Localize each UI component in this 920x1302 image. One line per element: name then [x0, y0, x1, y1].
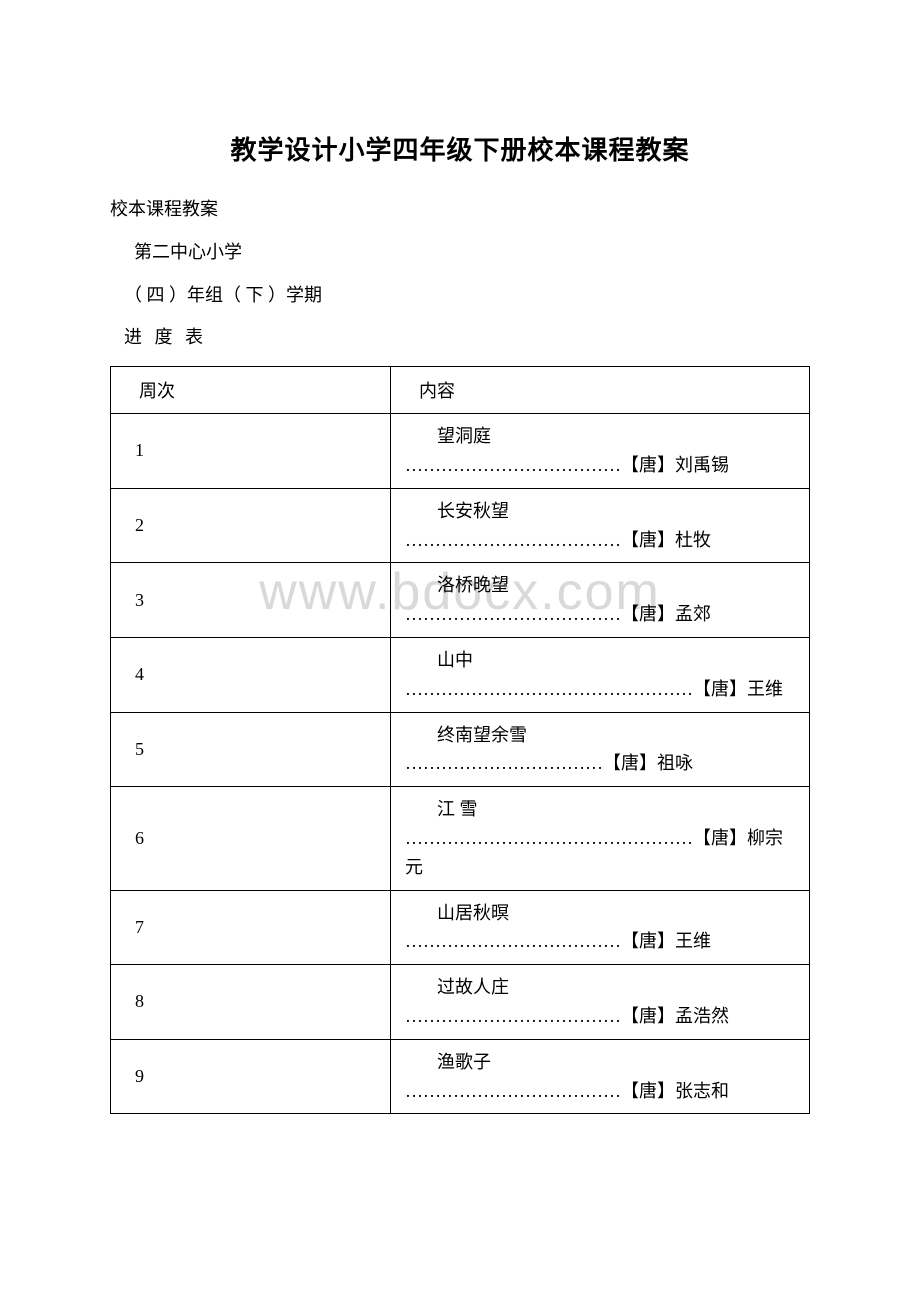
table-row: 5终南望余雪……………………………【唐】祖咏 — [111, 712, 810, 787]
poem-title: 长安秋望 — [405, 497, 795, 526]
subtitle-course: 校本课程教案 — [110, 195, 810, 224]
poem-author: ……………………………【唐】祖咏 — [405, 749, 795, 778]
schedule-table: 周次 内容 1望洞庭………………………………【唐】刘禹锡2长安秋望…………………… — [110, 366, 810, 1114]
content-cell: 望洞庭………………………………【唐】刘禹锡 — [391, 414, 810, 489]
poem-author: …………………………………………【唐】王维 — [405, 675, 795, 704]
poem-title: 望洞庭 — [405, 422, 795, 451]
table-row: 9渔歌子………………………………【唐】张志和 — [111, 1039, 810, 1114]
week-cell: 6 — [111, 787, 391, 890]
poem-title: 终南望余雪 — [405, 721, 795, 750]
content-cell: 渔歌子………………………………【唐】张志和 — [391, 1039, 810, 1114]
poem-title: 洛桥晚望 — [405, 571, 795, 600]
poem-author: ………………………………【唐】张志和 — [405, 1077, 795, 1106]
poem-author: ………………………………【唐】孟郊 — [405, 600, 795, 629]
content-cell: 洛桥晚望………………………………【唐】孟郊 — [391, 563, 810, 638]
poem-title: 江 雪 — [405, 795, 795, 824]
poem-author: ………………………………【唐】王维 — [405, 927, 795, 956]
poem-author: …………………………………………【唐】柳宗元 — [405, 824, 795, 882]
content-cell: 长安秋望………………………………【唐】杜牧 — [391, 488, 810, 563]
header-week: 周次 — [111, 367, 391, 414]
table-row: 3洛桥晚望………………………………【唐】孟郊 — [111, 563, 810, 638]
content-cell: 终南望余雪……………………………【唐】祖咏 — [391, 712, 810, 787]
week-cell: 3 — [111, 563, 391, 638]
table-header-row: 周次 内容 — [111, 367, 810, 414]
table-row: 6江 雪…………………………………………【唐】柳宗元 — [111, 787, 810, 890]
poem-title: 山居秋暝 — [405, 899, 795, 928]
content-cell: 江 雪…………………………………………【唐】柳宗元 — [391, 787, 810, 890]
table-row: 4山中…………………………………………【唐】王维 — [111, 637, 810, 712]
page-title: 教学设计小学四年级下册校本课程教案 — [110, 130, 810, 167]
table-row: 1望洞庭………………………………【唐】刘禹锡 — [111, 414, 810, 489]
table-body: 1望洞庭………………………………【唐】刘禹锡2长安秋望………………………………【… — [111, 414, 810, 1114]
week-cell: 5 — [111, 712, 391, 787]
week-cell: 7 — [111, 890, 391, 965]
poem-title: 渔歌子 — [405, 1048, 795, 1077]
content-cell: 过故人庄………………………………【唐】孟浩然 — [391, 965, 810, 1040]
week-cell: 1 — [111, 414, 391, 489]
week-cell: 2 — [111, 488, 391, 563]
subtitle-school: 第二中心小学 — [110, 238, 810, 267]
week-cell: 9 — [111, 1039, 391, 1114]
week-cell: 8 — [111, 965, 391, 1040]
table-row: 7山居秋暝………………………………【唐】王维 — [111, 890, 810, 965]
subtitle-semester: （ 四 ）年组（ 下 ）学期 — [110, 281, 810, 310]
poem-author: ………………………………【唐】刘禹锡 — [405, 451, 795, 480]
table-row: 8过故人庄………………………………【唐】孟浩然 — [111, 965, 810, 1040]
content-cell: 山中…………………………………………【唐】王维 — [391, 637, 810, 712]
subtitle-schedule: 进 度 表 — [110, 323, 810, 352]
poem-author: ………………………………【唐】孟浩然 — [405, 1002, 795, 1031]
poem-title: 过故人庄 — [405, 973, 795, 1002]
header-content: 内容 — [391, 367, 810, 414]
content-cell: 山居秋暝………………………………【唐】王维 — [391, 890, 810, 965]
document-content: 教学设计小学四年级下册校本课程教案 校本课程教案 第二中心小学 （ 四 ）年组（… — [110, 130, 810, 1114]
poem-title: 山中 — [405, 646, 795, 675]
poem-author: ………………………………【唐】杜牧 — [405, 526, 795, 555]
week-cell: 4 — [111, 637, 391, 712]
table-row: 2长安秋望………………………………【唐】杜牧 — [111, 488, 810, 563]
